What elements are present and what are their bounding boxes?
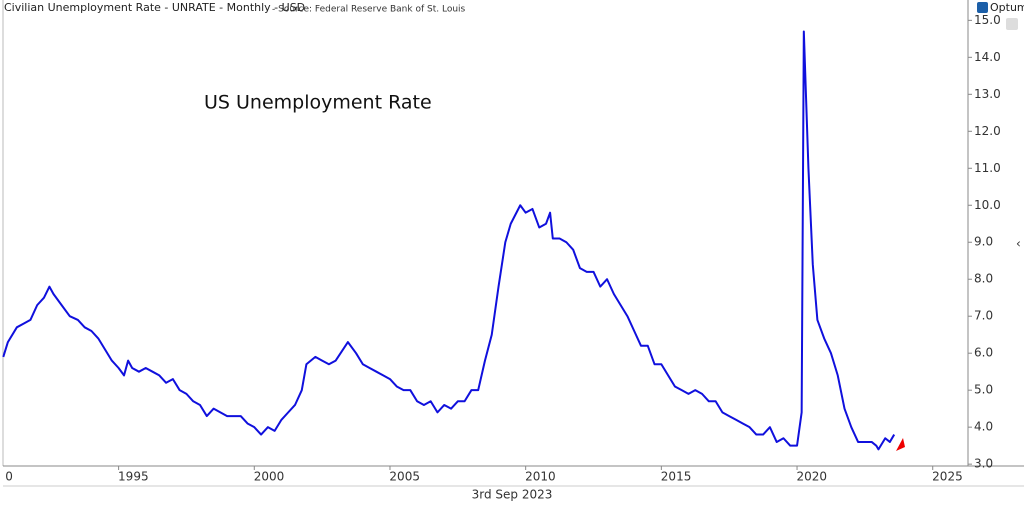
y-tick-label: 13.0: [974, 87, 1001, 101]
date-label: 3rd Sep 2023: [472, 488, 553, 502]
header-source: - Source: Federal Reserve Bank of St. Lo…: [272, 5, 466, 15]
x-tick-label: 0: [5, 470, 13, 484]
brand-logo: [977, 2, 988, 13]
x-tick-label: 2005: [389, 470, 420, 484]
header-title: Civilian Unemployment Rate - UNRATE - Mo…: [4, 1, 305, 14]
x-tick-label: 2000: [254, 470, 285, 484]
y-tick-label: 5.0: [974, 383, 993, 397]
brand-name: Optuma: [990, 1, 1024, 14]
y-tick-label: 10.0: [974, 198, 1001, 212]
x-tick-label: 2020: [796, 470, 827, 484]
x-tick-label: 2015: [661, 470, 692, 484]
y-tick-label: 7.0: [974, 309, 993, 323]
collapse-button[interactable]: ‹: [1016, 237, 1021, 251]
last-value-marker: [896, 438, 905, 451]
y-tick-label: 15.0: [974, 13, 1001, 27]
x-tick-label: 2010: [525, 470, 556, 484]
x-tick-label: 2025: [932, 470, 963, 484]
y-tick-label: 8.0: [974, 272, 993, 286]
y-tick-label: 11.0: [974, 161, 1001, 175]
chart-annotation: US Unemployment Rate: [204, 92, 432, 114]
y-tick-label: 6.0: [974, 346, 993, 360]
lock-button[interactable]: [1006, 18, 1018, 30]
y-tick-label: 14.0: [974, 50, 1001, 64]
y-tick-label: 12.0: [974, 124, 1001, 138]
data-line: [2, 30, 896, 451]
y-tick-label: 9.0: [974, 235, 993, 249]
y-tick-label: 4.0: [974, 420, 993, 434]
x-tick-label: 1995: [118, 470, 149, 484]
y-tick-label: 3.0: [974, 457, 993, 471]
